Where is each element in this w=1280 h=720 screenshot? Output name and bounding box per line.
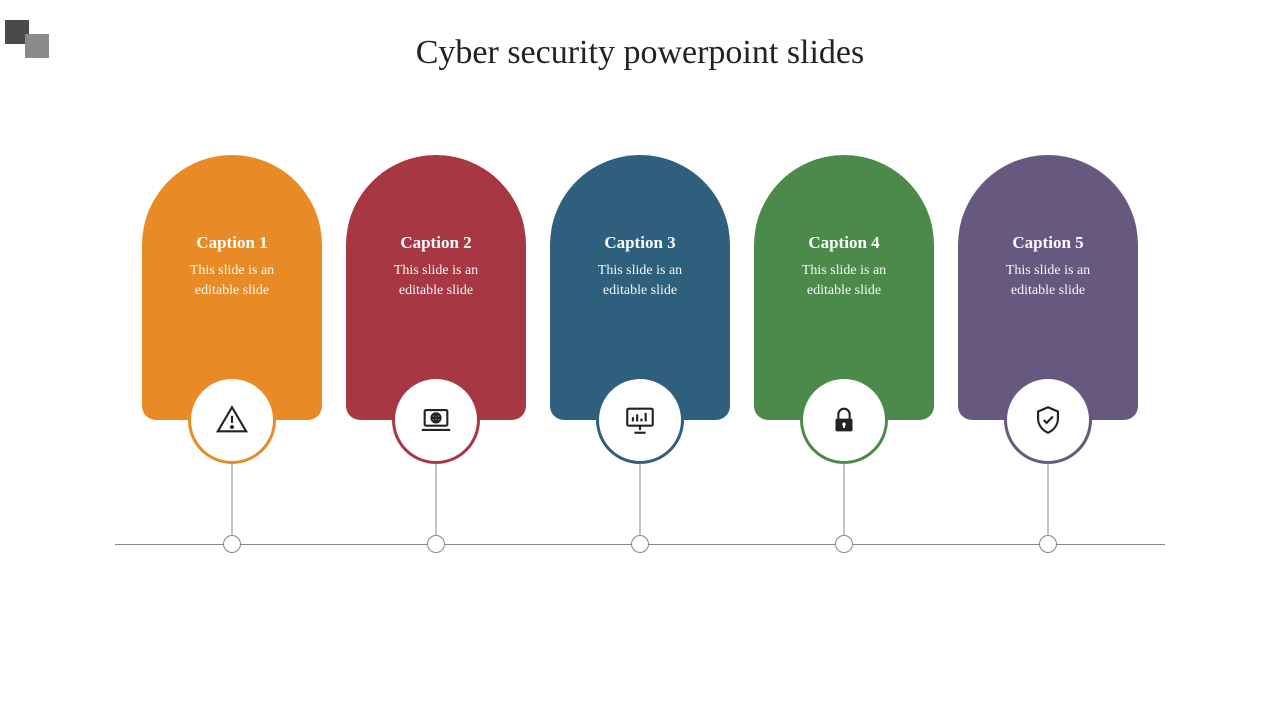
card-3-icon-circle [596,376,684,464]
card-2: Caption 2 This slide is an editable slid… [346,155,526,420]
card-4-dot [835,535,853,553]
card-4-icon-circle [800,376,888,464]
card-1-icon-circle [188,376,276,464]
card-5-caption: Caption 5 [1012,233,1083,253]
card-5-icon-circle [1004,376,1092,464]
card-5: Caption 5 This slide is an editable slid… [958,155,1138,420]
card-3: Caption 3 This slide is an editable slid… [550,155,730,420]
card-4-description: This slide is an editable slide [779,261,909,302]
page-title: Cyber security powerpoint slides [0,34,1280,72]
card-1-dot [223,535,241,553]
card-1-description: This slide is an editable slide [167,261,297,302]
laptop-globe-icon [419,403,453,437]
card-2-description: This slide is an editable slide [371,261,501,302]
card-4-caption: Caption 4 [808,233,879,253]
lock-icon [827,403,861,437]
shield-check-icon [1031,403,1065,437]
card-4: Caption 4 This slide is an editable slid… [754,155,934,420]
card-2-caption: Caption 2 [400,233,471,253]
card-4-connector [844,463,845,535]
alert-icon [215,403,249,437]
card-1-caption: Caption 1 [196,233,267,253]
card-5-description: This slide is an editable slide [983,261,1113,302]
card-1: Caption 1 This slide is an editable slid… [142,155,322,420]
cards-row: Caption 1 This slide is an editable slid… [0,155,1280,420]
card-2-icon-circle [392,376,480,464]
card-3-connector [640,463,641,535]
presentation-icon [623,403,657,437]
card-3-description: This slide is an editable slide [575,261,705,302]
card-1-connector [232,463,233,535]
card-5-connector [1048,463,1049,535]
card-3-dot [631,535,649,553]
card-3-caption: Caption 3 [604,233,675,253]
card-2-dot [427,535,445,553]
card-2-connector [436,463,437,535]
card-5-dot [1039,535,1057,553]
